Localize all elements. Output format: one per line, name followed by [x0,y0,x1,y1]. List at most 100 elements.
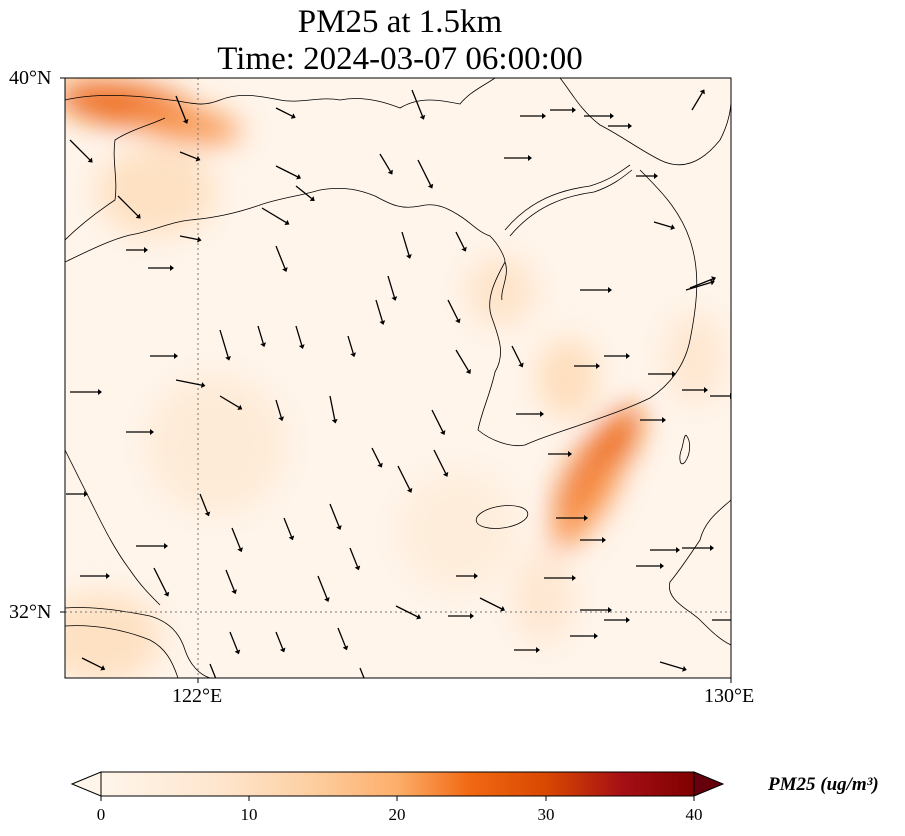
coastline-korea-north [504,164,631,231]
wind-arrow [126,247,148,253]
wind-arrow [150,353,178,359]
wind-arrow [209,663,217,678]
colorbar-tick-40: 40 [685,805,703,824]
wind-arrow [153,567,170,597]
wind-arrow [219,329,231,361]
coastline-yangtze [65,607,211,678]
wind-arrow [712,619,731,621]
wind-arrow [379,153,393,175]
wind-arrow [431,409,446,436]
wind-arrow [395,605,422,620]
wind-arrow [433,449,449,477]
coastline-korea-north-2 [509,169,633,237]
wind-arrow [574,363,600,369]
wind-arrow [179,235,202,243]
tsushima-island [679,434,691,465]
pm25-hotspot [537,338,598,418]
colorbar-tick-10: 10 [240,805,258,824]
wind-arrow [689,276,716,289]
pm25-hotspot [513,553,574,643]
wind-arrow [117,195,141,219]
pm25-hotspot [95,146,216,237]
wind-arrow [347,335,357,358]
gridlines [65,78,731,678]
wind-arrow [397,465,413,493]
wind-arrow [275,245,288,272]
wind-arrow [640,417,666,423]
map-frame [64,77,732,679]
wind-arrow [514,647,540,653]
wind-arrow [580,287,612,293]
wind-arrow [66,491,88,497]
colorbar-tick-0: 0 [96,805,106,824]
colorbar-tick-20: 20 [388,805,406,824]
wind-arrow [283,517,295,541]
colorbar-min-extend [70,771,102,797]
wind-arrow [175,95,189,124]
wind-arrow [653,221,676,231]
wind-arrow [81,657,106,671]
coastline-manchuria [559,78,731,166]
wind-arrow [648,371,676,377]
wind-arrow [608,123,632,129]
wind-arrow [659,661,687,672]
coastline-liaodong [65,78,496,109]
wind-arrow [504,155,532,161]
pm25-hotspot [664,313,725,403]
pm25-hotspot [146,374,287,515]
wind-arrow [359,667,365,678]
coastline-bohai-west [65,117,166,241]
wind-arrow [401,231,412,259]
wind-arrow [349,547,361,571]
colorbar-max-extend [693,771,725,797]
wind-arrow [329,503,342,530]
wind-arrow [275,107,296,119]
wind-arrow [548,451,572,457]
wind-arrow [411,89,426,120]
wind-arrow [650,547,680,553]
colorbar-gradient [100,771,695,797]
wind-arrow [520,113,546,119]
map-title: PM25 at 1.5km [297,4,503,40]
wind-arrow [261,207,290,225]
wind-arrow [448,613,474,619]
wind-vectors [66,89,731,678]
wind-arrow [511,345,524,368]
wind-arrow [636,173,658,179]
wind-arrow [295,325,305,349]
wind-arrow [275,165,302,180]
colorbar-label: PM25 (ug/m³) [768,774,879,795]
wind-arrow [275,631,286,653]
wind-arrow [275,399,285,422]
coastline-shandong [65,188,507,301]
wind-arrow [69,139,93,163]
lat-label-32N: 32°N [9,601,52,623]
lon-label-122E: 122°E [172,685,223,707]
pm25-hotspot [131,105,241,145]
wind-arrow [329,395,338,424]
colorbar-tick-30: 30 [537,805,555,824]
wind-arrow [337,627,349,651]
wind-arrow [219,395,243,410]
pm25-concentration-field [65,80,725,678]
wind-arrow [225,569,237,595]
wind-arrow [580,607,612,613]
pm25-hotspot [550,458,621,551]
wind-arrow [257,325,267,348]
lon-label-130E: 130°E [704,685,755,707]
wind-arrow [516,411,544,417]
wind-arrow [175,379,206,389]
coastline-korea-west [477,169,698,447]
wind-arrow [417,159,434,189]
coastline-kyushu [669,499,731,646]
wind-arrow [455,349,471,375]
wind-arrow [455,231,467,252]
wind-arrow [387,275,398,301]
pm25-hotspot [465,256,536,327]
wind-arrow [550,107,576,113]
wind-arrow [682,545,714,551]
map-subtitle-time: Time: 2024-03-07 06:00:00 [217,41,583,77]
wind-arrow [148,265,174,271]
